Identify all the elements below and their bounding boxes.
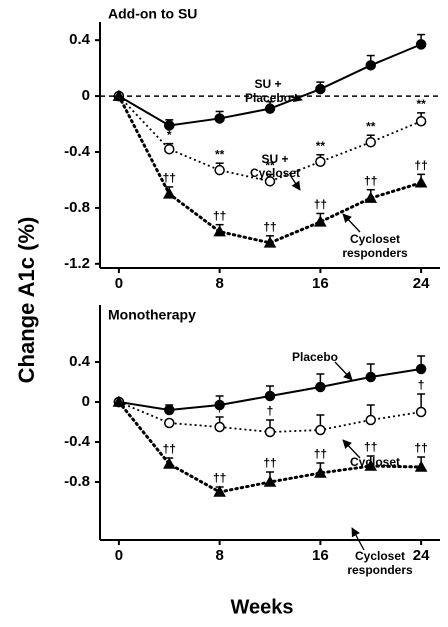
significance-marker: †† [314,447,327,461]
data-point [264,176,276,187]
data-point [263,236,277,248]
data-point [365,371,376,383]
data-point [214,421,225,433]
data-point [314,215,327,227]
y-tick-label: 0 [82,87,90,104]
x-tick-label: 0 [115,547,123,564]
label-arrow [351,527,365,551]
data-point [364,191,378,203]
significance-marker: † [418,378,425,392]
data-point [164,120,175,131]
data-point [315,381,326,393]
data-point [264,426,276,438]
series-label: Cycloset [350,232,400,246]
data-point [164,417,175,429]
data-point [164,143,175,155]
significance-marker: ** [366,119,376,133]
y-tick-label: -1.2 [64,255,90,272]
label-arrow [342,439,361,459]
significance-marker: †† [263,220,276,234]
data-point [213,485,226,497]
significance-marker: †† [263,456,276,470]
significance-marker: †† [314,198,327,212]
data-point [213,225,226,237]
data-point [415,363,427,375]
label-arrow [289,174,301,191]
significance-marker: †† [414,159,427,173]
y-tick-label: -0.4 [64,143,91,160]
significance-marker: ** [215,147,225,161]
series-label: Placebo [292,350,338,364]
significance-marker: †† [163,171,176,185]
data-point [112,395,126,407]
significance-marker: †† [364,174,377,188]
significance-marker: † [267,404,274,418]
significance-marker: † [216,401,223,415]
panel-title: Monotherapy [108,307,196,323]
data-point [315,156,326,168]
panel-title: Add-on to SU [108,6,197,22]
x-tick-label: 8 [215,275,223,292]
significance-marker: †† [213,209,226,223]
y-tick-label: 0 [82,393,90,410]
series-label: Placebo [245,91,291,105]
significance-marker: * [167,128,172,142]
data-point [414,176,428,188]
data-point [164,404,175,416]
x-tick-label: 16 [312,275,329,292]
series-label: responders [342,246,408,260]
series-label: Cycloset [355,549,405,563]
data-point [415,39,427,50]
series-label: Cycloset [250,166,300,180]
series-label: SU + [254,77,281,91]
label-arrow [287,93,303,103]
data-point [365,136,376,148]
x-tick-label: 0 [115,275,123,292]
data-point [365,414,376,426]
significance-marker: ** [316,139,326,153]
x-tick-label: 24 [413,275,430,292]
data-point [264,103,276,114]
data-point [415,406,427,418]
data-point [314,466,327,478]
series-label: SU + [261,152,288,166]
significance-marker: ** [265,159,275,173]
data-point [414,460,428,472]
x-tick-label: 16 [312,547,329,564]
series-label: responders [347,563,413,577]
data-point [415,115,427,127]
data-point [365,60,376,71]
label-arrow [334,361,353,381]
significance-marker: †† [364,440,377,454]
x-tick-label: 8 [215,547,223,564]
label-arrow [342,213,361,233]
y-tick-label: -0.8 [64,199,90,216]
significance-marker: †† [163,442,176,456]
data-point [315,424,326,436]
data-point [214,399,225,411]
data-point [214,164,225,176]
y-tick-label: 0.4 [69,353,91,370]
x-axis-label: Weeks [230,596,293,618]
significance-marker: †† [213,471,226,485]
data-point [263,475,277,487]
data-point [162,187,176,199]
data-point [214,113,225,124]
y-tick-label: -0.8 [64,473,90,490]
significance-marker: †† [414,441,427,455]
data-point [112,89,126,101]
data-point [264,390,276,402]
y-axis-label: Change A1c (%) [14,217,39,384]
x-tick-label: 24 [413,547,430,564]
significance-marker: ** [416,97,426,111]
y-tick-label: -0.4 [64,433,91,450]
data-point [162,457,176,469]
y-tick-label: 0.4 [69,31,91,48]
data-point [315,83,326,95]
data-point [364,459,378,471]
